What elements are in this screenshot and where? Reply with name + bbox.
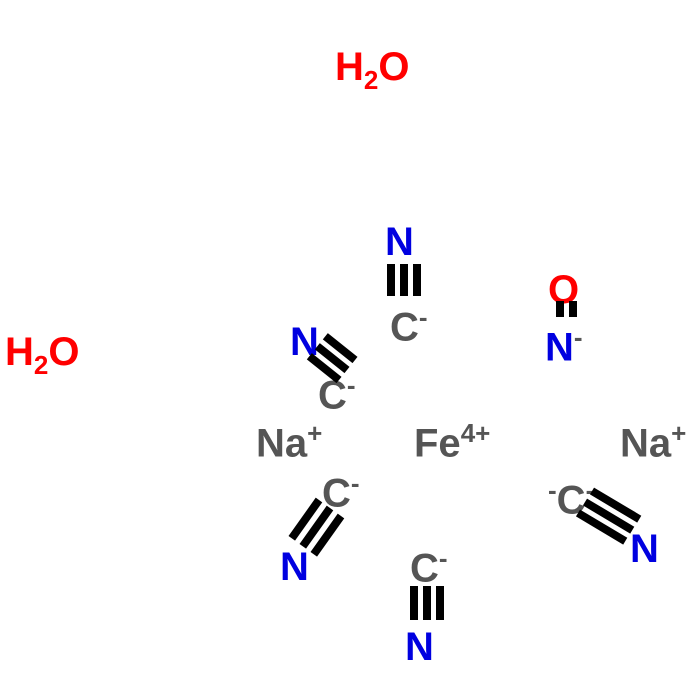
- atom-C_bottom: C-: [410, 543, 448, 591]
- atom-C_top: C-: [390, 302, 428, 350]
- atom-H2O_left: H2O: [5, 330, 79, 381]
- atom-N_bl: N: [280, 545, 309, 590]
- chemical-structure-canvas: H2OH2ONONN-C-C-Na+Fe4+Na+C--C-C-NNN: [0, 0, 700, 700]
- atom-N_bottom: N: [405, 625, 434, 670]
- atom-N_no: N-: [545, 322, 583, 370]
- atom-N_br: N: [630, 527, 659, 572]
- bond-segment: [423, 586, 431, 620]
- bond-segment: [400, 264, 408, 296]
- atom-N_top: N: [385, 220, 414, 265]
- bond-segment: [387, 264, 395, 296]
- bond-segment: [556, 301, 564, 317]
- atom-Na_right: Na+: [620, 418, 686, 466]
- atom-Na_left: Na+: [256, 418, 322, 466]
- bond-segment: [569, 301, 577, 317]
- bond-segment: [436, 586, 444, 620]
- atom-H2O_top: H2O: [335, 45, 409, 96]
- atom-Fe: Fe4+: [414, 418, 490, 466]
- bond-segment: [410, 586, 418, 620]
- bond-segment: [413, 264, 421, 296]
